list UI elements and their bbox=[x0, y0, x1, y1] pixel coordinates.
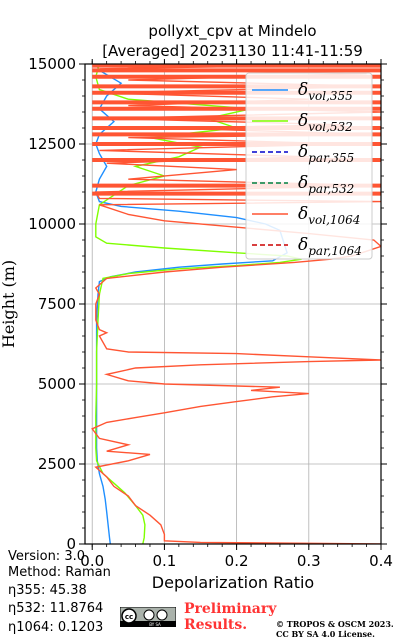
preliminary-results-note: Preliminary Results. bbox=[184, 601, 276, 633]
legend-label: δvol,532 bbox=[298, 111, 353, 134]
y-tick-label: 7500 bbox=[38, 295, 76, 313]
y-tick-label: 2500 bbox=[38, 455, 76, 473]
x-tick-label: 0.3 bbox=[297, 552, 321, 570]
y-axis-label: Height (m) bbox=[0, 260, 18, 348]
info-version: Version: 3.0 bbox=[8, 549, 85, 564]
x-tick-label: 0.0 bbox=[80, 552, 104, 570]
legend-label: δpar,532 bbox=[298, 173, 354, 196]
legend-label: δvol,355 bbox=[298, 80, 353, 103]
x-tick-label: 0.2 bbox=[225, 552, 249, 570]
copyright-line-1: © TROPOS & OSCM 2023. bbox=[276, 619, 394, 629]
cc-label: cc bbox=[125, 613, 133, 621]
legend-label: δvol,1064 bbox=[298, 204, 360, 227]
copyright-note: © TROPOS & OSCM 2023. CC BY SA 4.0 Licen… bbox=[276, 619, 394, 639]
preliminary-line-1: Preliminary bbox=[184, 601, 277, 617]
y-tick-label: 5000 bbox=[38, 375, 76, 393]
info-eta1064: η1064: 0.1203 bbox=[8, 620, 104, 635]
info-eta355: η355: 45.38 bbox=[8, 583, 87, 598]
info-eta532: η532: 11.8764 bbox=[8, 601, 104, 616]
y-tick-label: 15000 bbox=[28, 55, 76, 73]
chart-title-line-1: pollyxt_cpv at Mindelo bbox=[148, 22, 317, 40]
depolarization-chart: 0.0 0.1 0.2 0.3 0.4 0 2500 5000 7500 10000 12500 15… bbox=[0, 55, 393, 592]
legend-label: δpar,1064 bbox=[298, 235, 362, 258]
legend-label: δpar,355 bbox=[298, 142, 354, 165]
cc-license-icon: cc BY SA bbox=[120, 607, 176, 627]
copyright-line-2: CC BY SA 4.0 License. bbox=[276, 629, 375, 639]
preliminary-line-2: Results. bbox=[184, 617, 248, 633]
chart-title-line-2: [Averaged] 20231130 11:41-11:59 bbox=[102, 42, 363, 60]
x-axis-label: Depolarization Ratio bbox=[152, 573, 314, 592]
x-tick-label: 0.1 bbox=[152, 552, 176, 570]
legend-box bbox=[245, 72, 373, 260]
cc-sub: BY SA bbox=[149, 622, 161, 627]
x-tick-label: 0.4 bbox=[369, 552, 393, 570]
y-tick-label: 12500 bbox=[28, 135, 76, 153]
y-tick-label: 10000 bbox=[28, 215, 76, 233]
y-tick-label: 0 bbox=[66, 535, 76, 553]
info-method: Method: Raman bbox=[8, 565, 111, 580]
